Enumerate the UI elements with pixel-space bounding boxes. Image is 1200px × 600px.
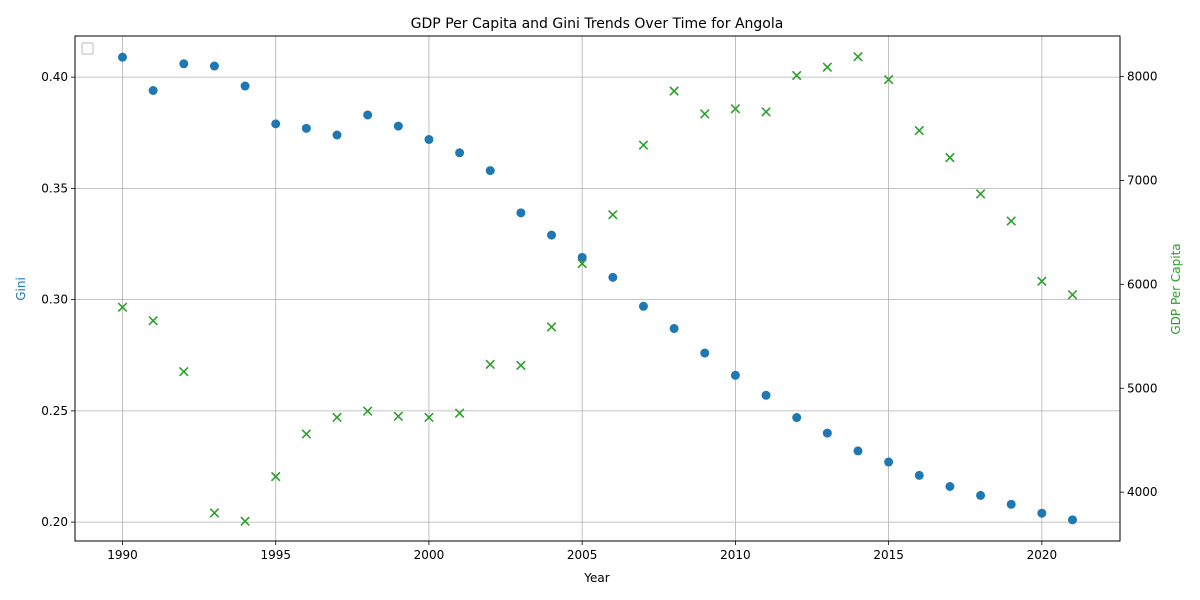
y-left-tick-label: 0.20	[41, 515, 68, 529]
gdp-point	[577, 258, 587, 269]
gini-point	[240, 81, 250, 91]
x-tick-label: 2000	[414, 548, 445, 562]
y-right-tick-label: 6000	[1127, 277, 1158, 291]
gini-point	[1037, 508, 1047, 518]
gini-point	[761, 390, 771, 400]
gini-point	[424, 134, 434, 144]
gini-point	[945, 481, 955, 491]
x-tick-label: 1995	[260, 548, 291, 562]
ticks: 1990 1995 2000 2005 2010 2015 2020 0.20 0.25 0.30…	[41, 70, 1157, 562]
gdp-point	[975, 189, 986, 199]
gdp-point	[1067, 289, 1078, 300]
gini-point	[301, 123, 311, 133]
legend-box	[81, 42, 94, 55]
y-left-tick-label: 0.25	[41, 404, 68, 418]
y-right-axis-label: GDP Per Capita	[1169, 243, 1183, 334]
gini-point	[577, 252, 587, 262]
gini-point	[455, 148, 465, 158]
y-left-tick-label: 0.35	[41, 181, 68, 195]
gdp-point	[853, 52, 863, 62]
gdp-point	[608, 209, 618, 220]
gdp-point	[1006, 216, 1016, 226]
gini-point	[853, 446, 863, 456]
gini-point	[118, 52, 127, 62]
x-tick-label: 2020	[1027, 548, 1058, 562]
gdp-point	[209, 508, 220, 518]
gdp-point	[791, 70, 802, 81]
y-right-tick-label: 7000	[1127, 173, 1158, 187]
gdp-point	[638, 140, 649, 150]
gdp-point	[148, 315, 158, 326]
gdp-point	[179, 366, 189, 377]
gini-point	[209, 61, 219, 71]
gdp-point	[362, 406, 373, 416]
x-tick-label: 1990	[107, 548, 138, 562]
gdp-point	[730, 103, 741, 114]
chart-title: GDP Per Capita and Gini Trends Over Time…	[411, 16, 784, 32]
gini-point	[792, 413, 802, 423]
gdp-point	[270, 471, 281, 482]
y-right-tick-label: 8000	[1127, 70, 1158, 84]
gdp-point	[914, 125, 925, 136]
gdp-point	[669, 86, 679, 96]
gini-point	[976, 490, 986, 500]
gdp-point	[332, 412, 342, 423]
gini-point	[332, 130, 342, 140]
gini-point	[730, 370, 740, 380]
gdp-point	[1037, 276, 1047, 286]
gdp-point	[117, 302, 128, 312]
gini-point	[884, 457, 894, 467]
gdp-point	[454, 408, 465, 418]
gdp-point	[424, 412, 434, 423]
gini-point	[638, 301, 648, 311]
gini-point	[669, 324, 679, 334]
x-tick-label: 2010	[720, 548, 751, 562]
gini-point	[179, 59, 189, 69]
gdp-point	[546, 322, 557, 332]
x-tick-label: 2005	[567, 548, 598, 562]
y-left-tick-label: 0.40	[41, 70, 68, 84]
gini-point	[1006, 499, 1016, 509]
gini-point	[148, 86, 158, 96]
gdp-point	[699, 109, 710, 119]
gdp-point	[301, 429, 312, 439]
gdp-point	[945, 152, 955, 163]
gini-point	[485, 166, 495, 176]
gini-point	[393, 121, 403, 131]
gini-point	[608, 272, 618, 282]
data-marks	[117, 52, 1078, 527]
gini-point	[822, 428, 832, 438]
x-tick-label: 2015	[873, 548, 904, 562]
gini-point	[516, 208, 526, 218]
plot-frame	[74, 35, 1121, 542]
gini-point	[547, 230, 557, 240]
gdp-point	[393, 411, 404, 422]
y-left-axis-label: Gini	[14, 277, 28, 301]
y-left-tick-label: 0.30	[41, 293, 68, 307]
gdp-point	[883, 74, 894, 85]
gini-point	[700, 348, 710, 358]
grid	[75, 36, 1120, 541]
y-right-tick-label: 4000	[1127, 485, 1158, 499]
gini-point	[363, 110, 373, 120]
y-right-tick-label: 5000	[1127, 381, 1158, 395]
gini-point	[914, 470, 924, 480]
gdp-point	[485, 359, 496, 370]
gini-point	[1068, 515, 1077, 525]
gdp-point	[761, 107, 771, 117]
gdp-point	[516, 360, 526, 371]
x-axis-label: Year	[583, 571, 609, 585]
gini-point	[271, 119, 281, 129]
gdp-point	[240, 516, 250, 527]
gdp-point	[822, 62, 833, 72]
